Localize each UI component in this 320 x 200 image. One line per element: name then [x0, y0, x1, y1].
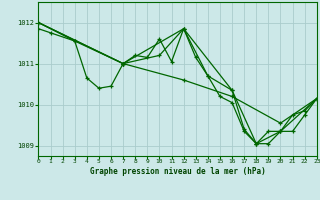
- X-axis label: Graphe pression niveau de la mer (hPa): Graphe pression niveau de la mer (hPa): [90, 167, 266, 176]
